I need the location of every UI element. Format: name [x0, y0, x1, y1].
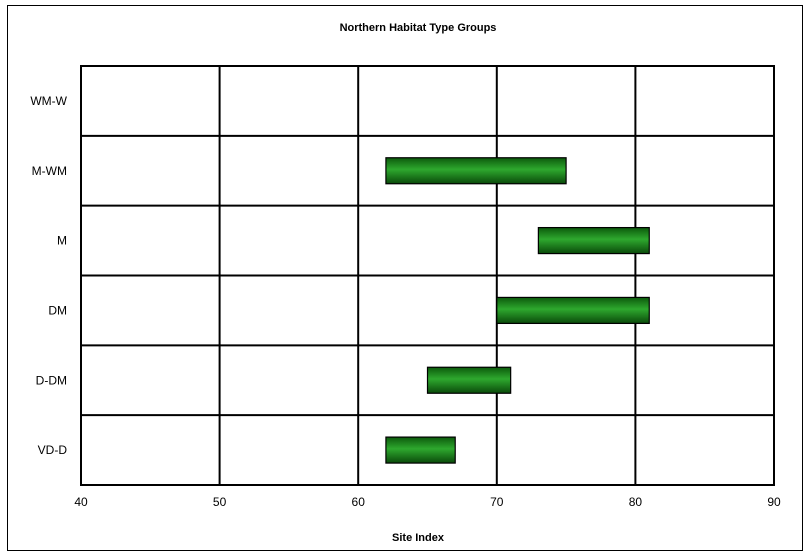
- x-tick-label: 70: [490, 495, 504, 509]
- x-tick-label: 40: [74, 495, 88, 509]
- plot-area: 40 50 60 70 80 90 WM-W M-WM M DM D-DM VD-D: [30, 65, 781, 509]
- x-tick-label: 60: [352, 495, 366, 509]
- range-bar: [496, 296, 650, 325]
- range-bar: [385, 157, 567, 185]
- plot-border: [80, 65, 775, 486]
- range-bar: [537, 226, 650, 255]
- x-tick-label: 90: [767, 495, 781, 509]
- chart-title: Northern Habitat Type Groups: [340, 22, 497, 34]
- x-tick-label: 50: [213, 495, 227, 509]
- category-label: M: [57, 234, 67, 248]
- x-tick-label: 80: [629, 495, 643, 509]
- category-label: VD-D: [38, 443, 68, 457]
- category-label: M-WM: [32, 164, 67, 178]
- category-label: WM-W: [30, 94, 67, 108]
- x-axis-label: Site Index: [392, 532, 445, 544]
- range-bar: [385, 436, 456, 464]
- range-bar: [426, 366, 512, 394]
- category-label: D-DM: [36, 373, 67, 387]
- category-label: DM: [48, 303, 67, 317]
